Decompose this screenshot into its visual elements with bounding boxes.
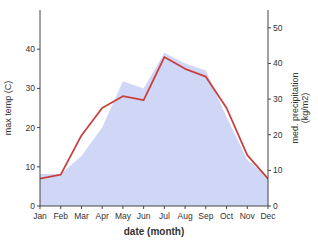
- x-tick-label: Jun: [137, 211, 151, 221]
- x-tick: [164, 206, 165, 209]
- x-tick-label: Apr: [96, 211, 109, 221]
- x-tick: [81, 206, 82, 209]
- y2-axis-label: med. precipitation(kg/m2): [290, 72, 310, 143]
- y2-tick: [268, 27, 271, 28]
- line: [40, 57, 268, 179]
- y-axis-label: max temp (C): [3, 81, 13, 136]
- y-tick-label: 30: [26, 83, 36, 93]
- x-tick: [185, 206, 186, 209]
- x-tick-label: Dec: [260, 211, 276, 221]
- y-tick: [37, 206, 40, 207]
- x-tick: [226, 206, 227, 209]
- y2-tick-label: 40: [273, 58, 283, 68]
- x-tick: [247, 206, 248, 209]
- area: [40, 53, 268, 206]
- x-tick: [102, 206, 103, 209]
- y2-axis-line: [268, 10, 269, 206]
- y2-tick: [268, 170, 271, 171]
- y-tick-label: 0: [30, 201, 35, 211]
- y-tick: [37, 49, 40, 50]
- y2-tick-label: 30: [273, 94, 283, 104]
- y2-axis-label-line: med. precipitation: [290, 72, 300, 143]
- y2-tick-label: 10: [273, 165, 283, 175]
- y2-tick-label: 0: [273, 201, 278, 211]
- x-tick-label: Feb: [53, 211, 68, 221]
- y-tick-label: 20: [26, 123, 36, 133]
- y2-tick: [268, 99, 271, 100]
- y2-tick: [268, 63, 271, 64]
- chart: JanFebMarAprMayJunJulAugSepOctNovDec0102…: [0, 0, 318, 242]
- y-tick: [37, 127, 40, 128]
- x-tick-label: Oct: [220, 211, 234, 221]
- y-axis-line: [40, 10, 41, 206]
- x-tick-label: Jul: [159, 211, 170, 221]
- x-tick-label: Mar: [74, 211, 89, 221]
- x-tick-label: Jan: [33, 211, 47, 221]
- y2-tick: [268, 206, 271, 207]
- x-tick-label: May: [115, 211, 132, 221]
- y-tick: [37, 166, 40, 167]
- data-group: [40, 53, 268, 206]
- x-tick: [205, 206, 206, 209]
- x-tick: [60, 206, 61, 209]
- y-tick-label: 40: [26, 44, 36, 54]
- x-axis-label: date (month): [124, 226, 185, 237]
- x-tick: [122, 206, 123, 209]
- y-tick-label: 10: [26, 162, 36, 172]
- x-axis-line: [40, 206, 268, 207]
- y2-axis-label-line: (kg/m2): [300, 93, 310, 124]
- y2-tick-label: 50: [273, 23, 283, 33]
- x-tick-label: Sep: [198, 211, 213, 221]
- y-tick: [37, 88, 40, 89]
- x-tick-label: Aug: [178, 211, 193, 221]
- y2-tick: [268, 134, 271, 135]
- x-tick-label: Nov: [240, 211, 256, 221]
- y2-tick-label: 20: [273, 130, 283, 140]
- x-tick: [143, 206, 144, 209]
